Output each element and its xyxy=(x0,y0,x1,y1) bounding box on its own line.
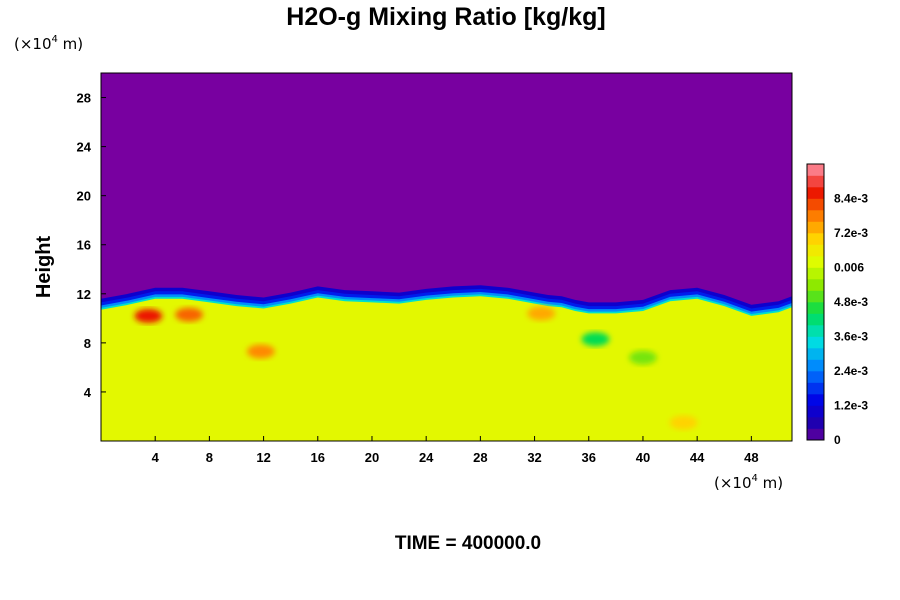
colorbar-segment xyxy=(807,336,824,349)
colorbar xyxy=(807,164,824,441)
colorbar-segment xyxy=(807,313,824,326)
colorbar-segment xyxy=(807,325,824,337)
y-tick-label: 12 xyxy=(77,287,91,302)
y-tick-label: 4 xyxy=(84,385,92,400)
x-tick-label: 36 xyxy=(582,450,596,465)
moisture-anomalies xyxy=(134,306,698,430)
y-axis-ticks: 4 8 12 16 20 24 28 xyxy=(77,91,106,400)
chart-title: H2O-g Mixing Ratio [kg/kg] xyxy=(286,3,605,31)
moisture-anomaly-5 xyxy=(581,332,610,347)
colorbar-label: 1.2e-3 xyxy=(834,399,868,413)
colorbar-segment xyxy=(807,405,824,418)
moisture-anomaly-6 xyxy=(629,350,657,365)
colorbar-segment xyxy=(807,302,824,314)
colorbar-frame xyxy=(806,163,825,441)
colorbar-label: 0 xyxy=(834,433,841,447)
x-tick-label: 16 xyxy=(311,450,325,465)
colorbar-segment xyxy=(807,187,824,199)
x-tick-label: 32 xyxy=(527,450,541,465)
x-tick-label: 4 xyxy=(152,450,160,465)
y-tick-label: 28 xyxy=(77,91,91,106)
colorbar-segment xyxy=(807,290,824,303)
colorbar-segment xyxy=(807,359,824,372)
colorbar-segment xyxy=(807,175,824,188)
colorbar-label: 7.2e-3 xyxy=(834,226,868,240)
colorbar-label: 3.6e-3 xyxy=(834,330,868,344)
plot-area xyxy=(101,73,792,441)
x-tick-label: 48 xyxy=(744,450,758,465)
time-label: TIME = 400000.0 xyxy=(395,533,541,554)
colorbar-label: 8.4e-3 xyxy=(834,192,868,206)
moist-lower-region xyxy=(101,296,792,441)
x-tick-label: 40 xyxy=(636,450,650,465)
colorbar-segment xyxy=(807,233,824,245)
y-tick-label: 20 xyxy=(77,189,91,204)
x-axis-ticks: 4 8 12 16 20 24 28 32 36 40 44 48 xyxy=(152,436,759,465)
colorbar-segment xyxy=(807,198,824,211)
x-tick-label: 44 xyxy=(690,450,705,465)
y-tick-label: 16 xyxy=(77,238,91,253)
y-axis-label: Height xyxy=(33,236,55,299)
colorbar-labels: 0 1.2e-3 2.4e-3 3.6e-3 4.8e-3 0.006 7.2e-3 8.4e… xyxy=(834,192,868,448)
x-tick-label: 28 xyxy=(473,450,487,465)
plot-frame xyxy=(100,72,793,442)
x-tick-label: 8 xyxy=(206,450,213,465)
colorbar-label: 2.4e-3 xyxy=(834,364,868,378)
colorbar-segment xyxy=(807,428,824,441)
x-tick-label: 20 xyxy=(365,450,379,465)
moisture-anomaly-2 xyxy=(175,307,204,322)
x-tick-label: 12 xyxy=(256,450,270,465)
colorbar-segment xyxy=(807,348,824,360)
colorbar-label: 0.006 xyxy=(834,261,864,275)
x-tick-label: 24 xyxy=(419,450,434,465)
moisture-anomaly-3 xyxy=(246,344,275,359)
x-axis-unit: (×104 m) xyxy=(714,473,783,492)
colorbar-segment xyxy=(807,221,824,234)
y-tick-label: 24 xyxy=(77,140,92,155)
colorbar-label: 4.8e-3 xyxy=(834,295,868,309)
colorbar-segment xyxy=(807,164,824,176)
colorbar-segment xyxy=(807,394,824,406)
moisture-anomaly-1 xyxy=(134,308,163,323)
y-tick-label: 8 xyxy=(84,336,91,351)
colorbar-segment xyxy=(807,371,824,383)
colorbar-segment xyxy=(807,256,824,268)
colorbar-segment xyxy=(807,382,824,395)
moisture-anomaly-4 xyxy=(527,306,556,321)
moisture-anomaly-7 xyxy=(669,415,698,430)
colorbar-segment xyxy=(807,417,824,429)
colorbar-segment xyxy=(807,279,824,291)
y-axis-unit: (×104 m) xyxy=(14,34,83,53)
colorbar-segment xyxy=(807,267,824,280)
colorbar-segment xyxy=(807,244,824,257)
colorbar-segment xyxy=(807,210,824,222)
